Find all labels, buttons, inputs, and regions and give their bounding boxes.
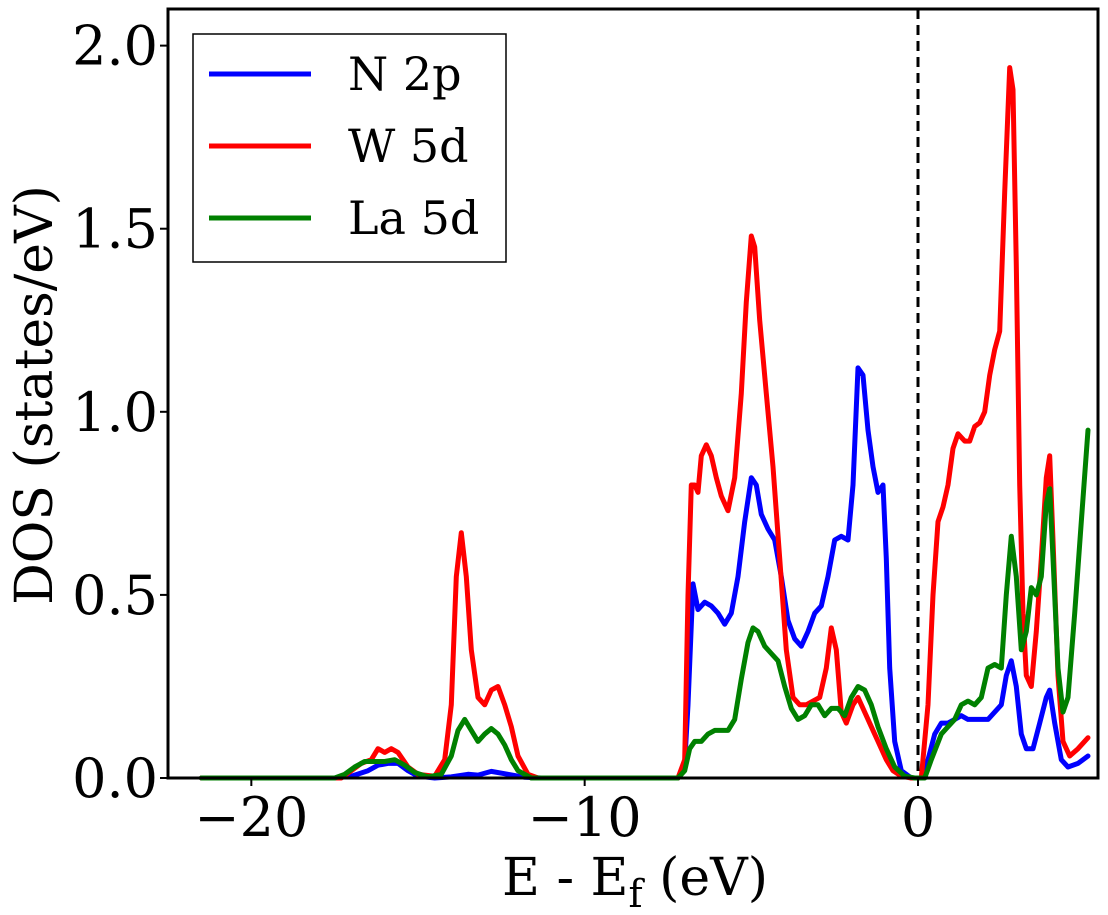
legend-label: La 5d xyxy=(348,191,479,245)
series-line-n-2p xyxy=(198,365,1091,781)
x-tick-label: −20 xyxy=(194,786,308,849)
legend: N 2p W 5d La 5d xyxy=(192,33,507,263)
x-tick-label: −10 xyxy=(528,786,642,849)
y-tick-label: 1.5 xyxy=(72,198,158,261)
x-axis-label-unit: (eV) xyxy=(643,848,768,908)
plot-frame xyxy=(166,7,1100,780)
y-tick-label: 0.5 xyxy=(72,564,158,627)
x-axis-label-main: E - E xyxy=(502,848,629,908)
series-layer xyxy=(198,65,1091,781)
series-line-w-5d xyxy=(198,65,1091,781)
y-tick-label: 2.0 xyxy=(72,15,158,78)
legend-label: N 2p xyxy=(348,47,462,101)
x-axis-label: E - Ef (eV) xyxy=(502,848,768,915)
y-axis-label: DOS (states/eV) xyxy=(5,185,65,605)
x-tick-label: 0 xyxy=(901,786,935,849)
series-line-la-5d xyxy=(198,427,1091,781)
y-tick-label: 1.0 xyxy=(72,381,158,444)
y-tick-label: 0.0 xyxy=(72,747,158,810)
legend-label: W 5d xyxy=(348,119,469,173)
x-axis-label-subscript: f xyxy=(629,872,646,915)
ticks-layer: −20 −10 0 0.0 0.5 1.0 1.5 2.0 xyxy=(72,15,935,849)
